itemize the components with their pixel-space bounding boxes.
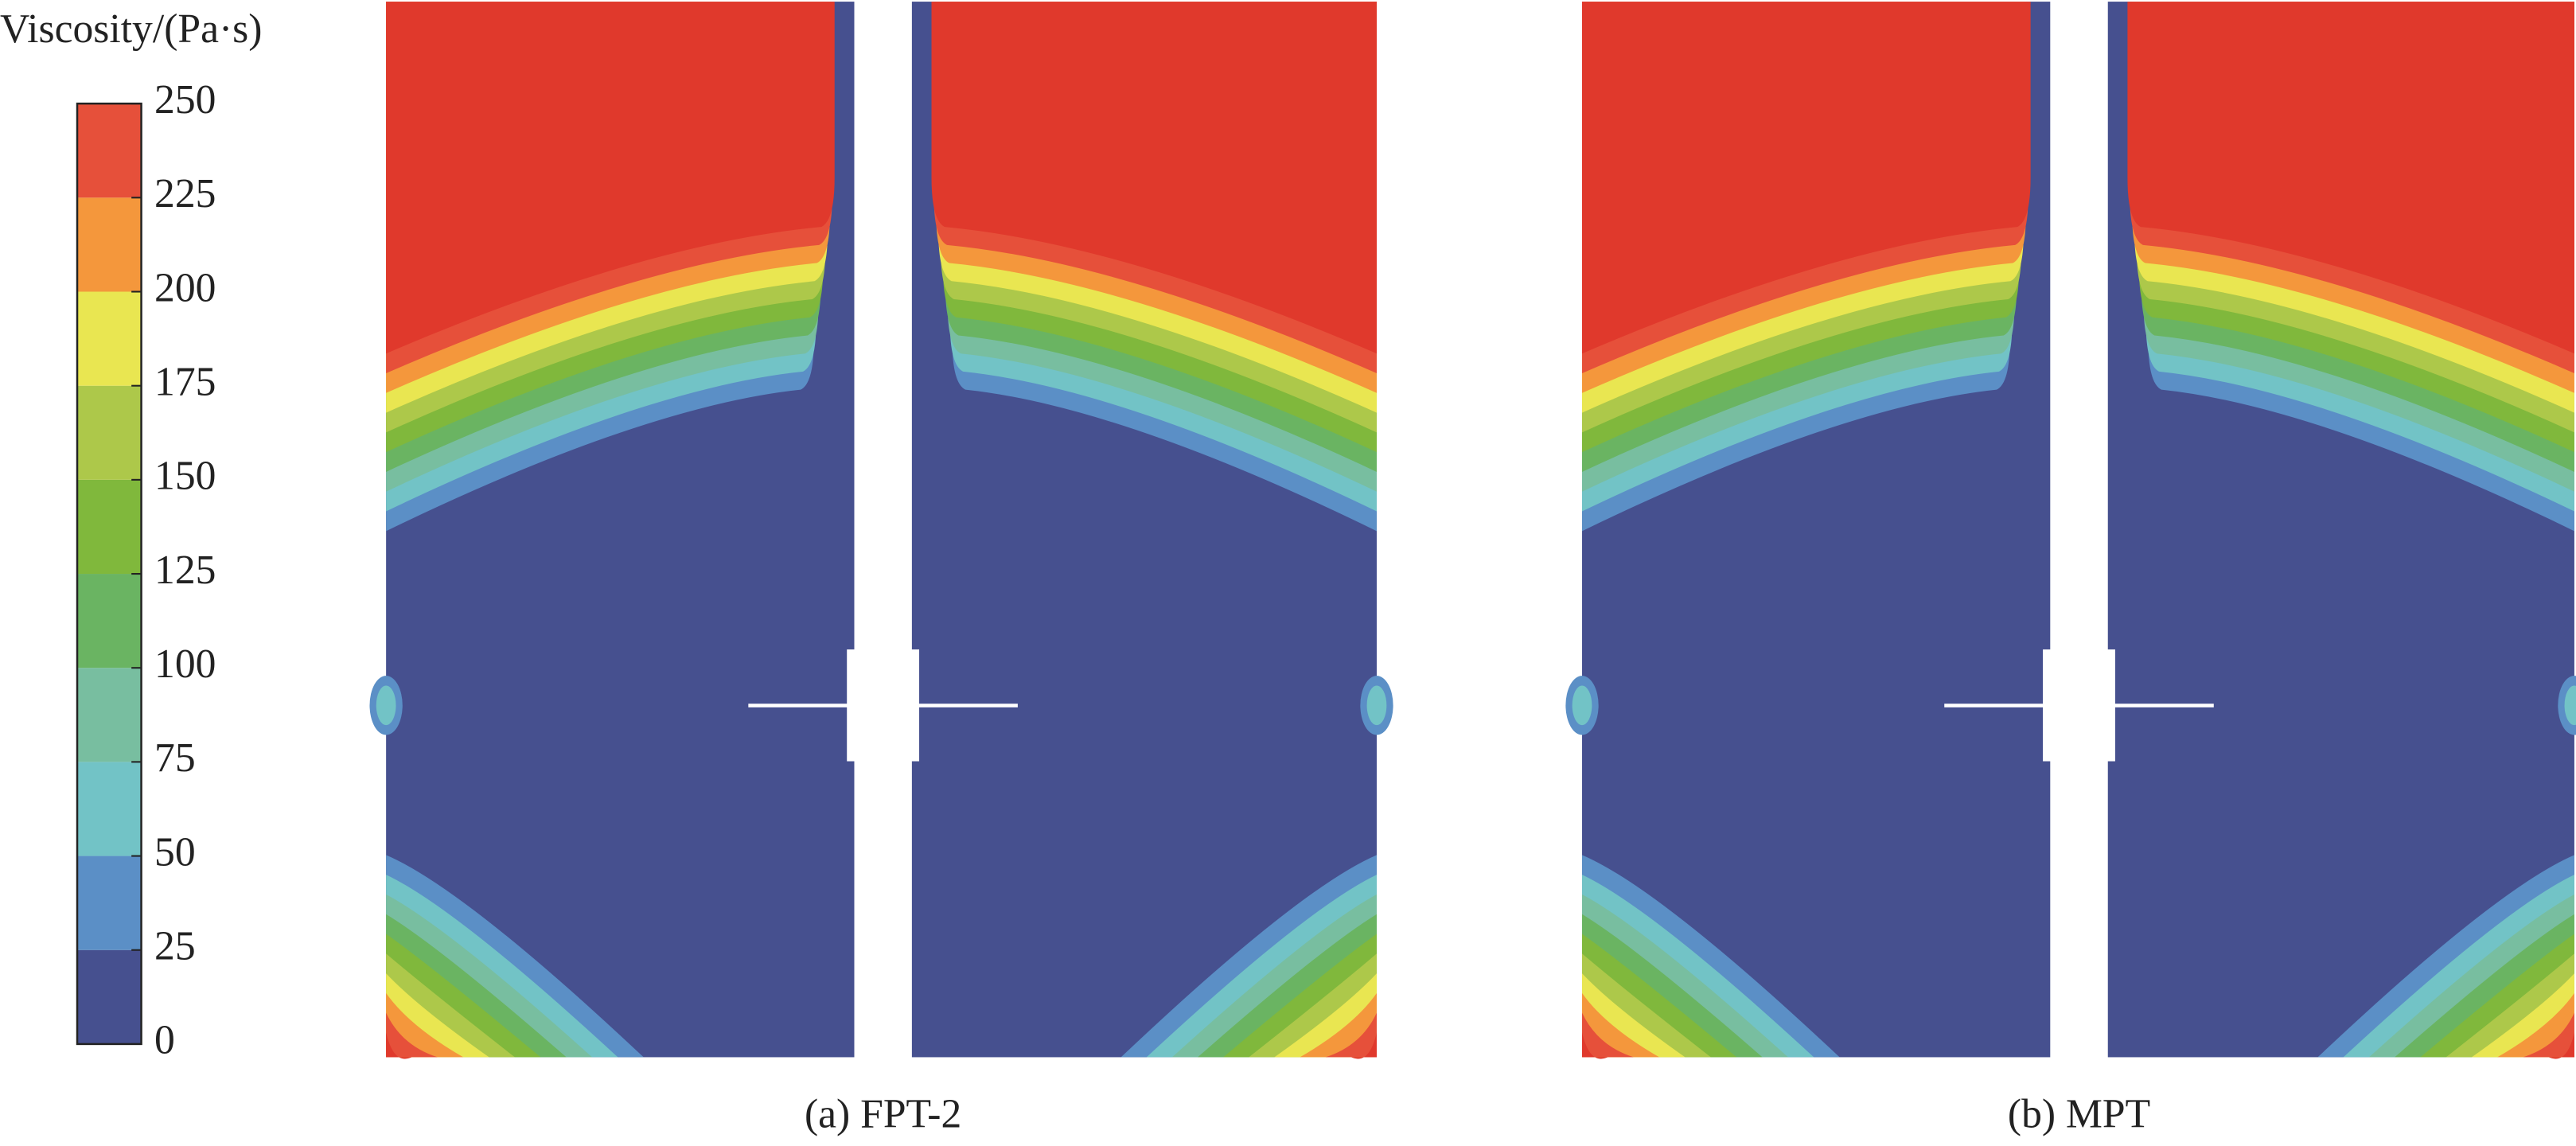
colorbar-band — [77, 856, 142, 950]
colorbar-tick-label: 25 — [154, 924, 196, 969]
colorbar-tick-label: 0 — [154, 1018, 175, 1063]
colorbar-band — [77, 385, 142, 480]
colorbar-tick-label: 50 — [154, 829, 196, 875]
field-band-bottom — [1582, 1012, 1634, 1058]
field-band-top — [1582, 2, 2031, 354]
colorbar-band — [77, 103, 142, 198]
field-band-bottom — [2523, 1012, 2574, 1058]
field-side-spot — [2564, 685, 2576, 726]
colorbar-tick-label: 200 — [154, 265, 216, 310]
colorbar-label: Viscosity/(Pa·s) — [0, 6, 262, 52]
colorbar-band — [77, 291, 142, 386]
field-band-bottom — [386, 1032, 412, 1059]
shaft-gap — [854, 0, 912, 1059]
panel-caption: (b) MPT — [2008, 1092, 2150, 1137]
colorbar-band — [77, 762, 142, 856]
panel-caption: (a) FPT-2 — [805, 1092, 961, 1137]
colorbar-band — [77, 197, 142, 292]
colorbar-tick-label: 150 — [154, 454, 216, 499]
field-band-bottom — [2548, 1032, 2574, 1059]
colorbar-band — [77, 479, 142, 575]
field-band-bottom — [386, 1012, 438, 1058]
field-side-spot — [1572, 685, 1592, 726]
field-band-bottom — [1350, 1032, 1377, 1059]
contour-panel — [1565, 0, 2576, 1059]
field-band-bottom — [1325, 1012, 1377, 1058]
field-band-top — [931, 2, 1377, 354]
colorbar-tick-label: 75 — [154, 735, 196, 781]
colorbar-band — [77, 668, 142, 762]
colorbar-band — [77, 949, 142, 1044]
field-side-spot — [376, 685, 396, 726]
colorbar-tick-label: 175 — [154, 360, 216, 405]
colorbar-tick-label: 250 — [154, 77, 216, 123]
field-side-spot — [1366, 685, 1387, 726]
colorbar-tick-label: 100 — [154, 641, 216, 687]
field-band-top — [2127, 2, 2574, 354]
colorbar-band — [77, 574, 142, 668]
contour-panel — [369, 0, 1393, 1059]
colorbar-tick-label: 125 — [154, 548, 216, 593]
blade — [1944, 704, 2214, 707]
field-band-bottom — [1582, 1032, 1608, 1059]
field-band-top — [386, 2, 835, 354]
blade — [748, 704, 1018, 707]
colorbar-tick-label: 225 — [154, 171, 216, 216]
shaft-gap — [2050, 0, 2108, 1059]
